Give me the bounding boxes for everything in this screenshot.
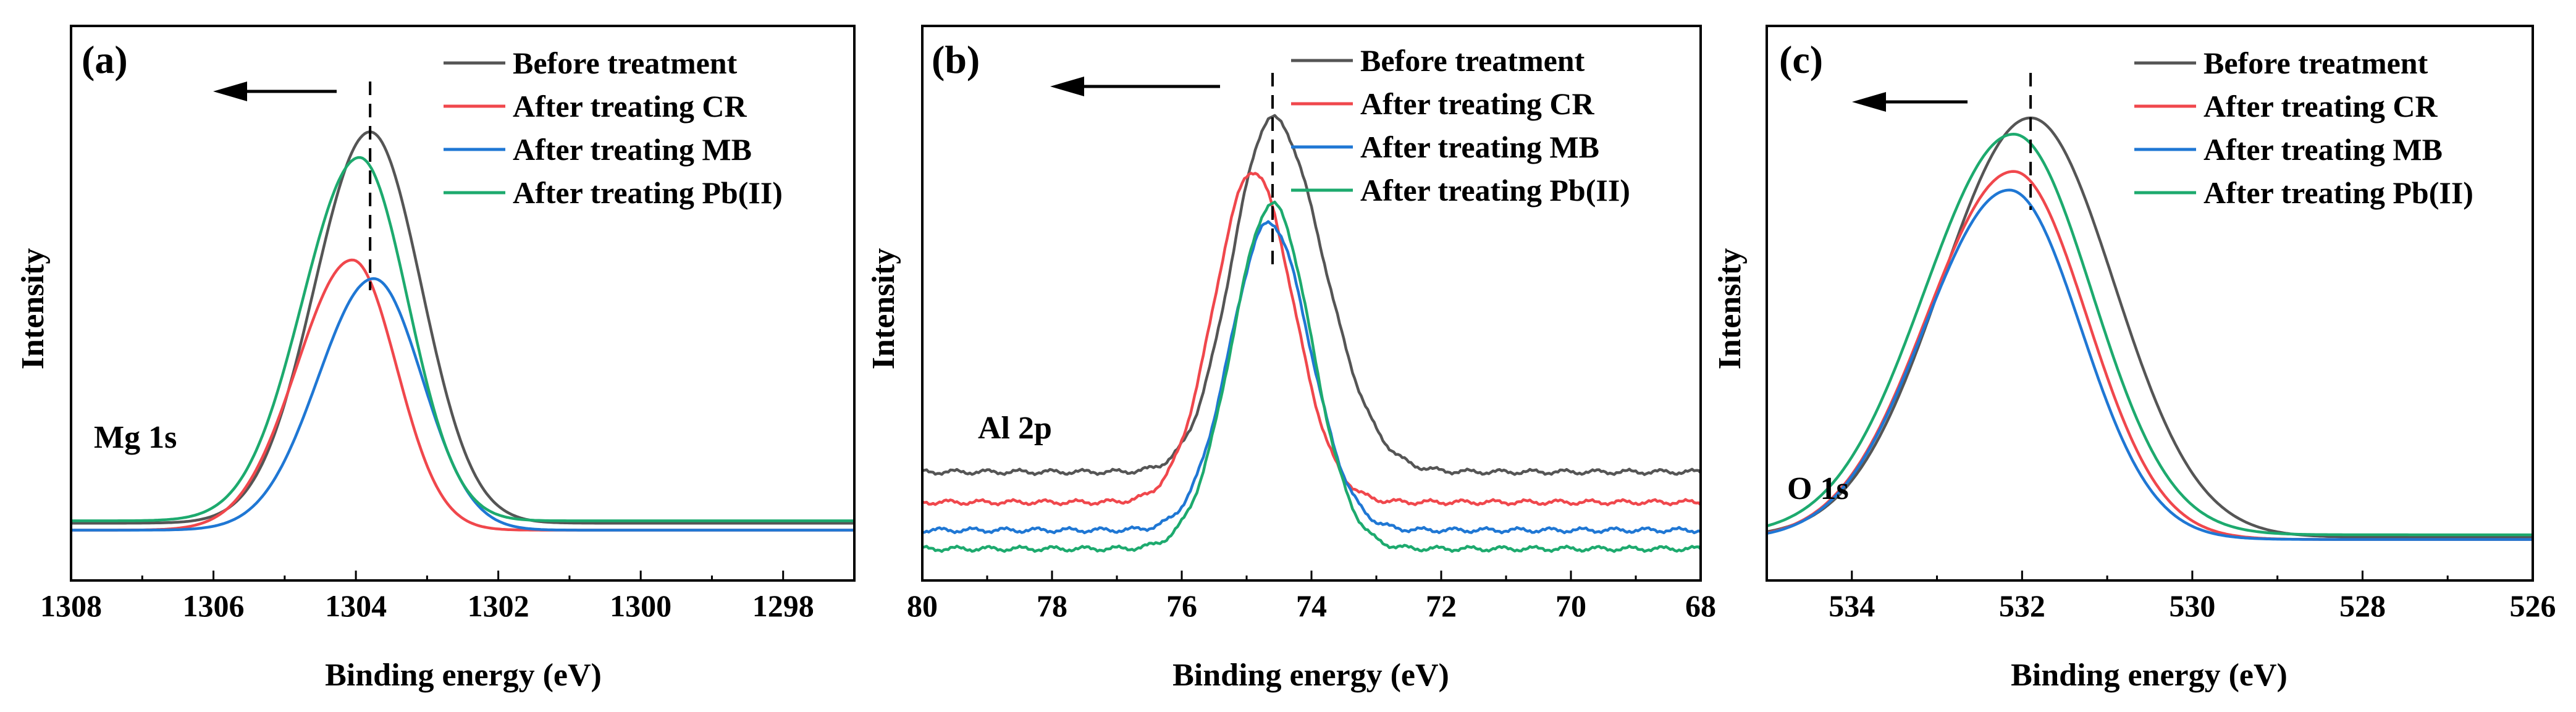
panel-c-series-after-treating-cr — [1766, 170, 2533, 541]
panel-a-xtick-label: 1300 — [610, 588, 671, 623]
panel-a-arrow-head — [213, 82, 247, 101]
panel-b-xtick-label: 80 — [907, 588, 938, 623]
panel-b-legend-label-after-treating-cr: After treating CR — [1360, 86, 1594, 121]
panel-a-frame — [70, 25, 856, 582]
panel-b-xtick-label: 78 — [1037, 588, 1067, 623]
panel-a-xtick-label: 1306 — [183, 588, 245, 623]
panel-c-series-after-treating-mb — [1766, 188, 2533, 541]
panel-a-legend-label-after-treating-pb-ii: After treating Pb(II) — [513, 175, 783, 210]
panel-a-xtick-label: 1298 — [752, 588, 814, 623]
panel-b-series-before-treatment — [922, 114, 1702, 476]
panel-a-legend-label-after-treating-cr: After treating CR — [513, 89, 747, 124]
panel-b-xtick-label: 72 — [1426, 588, 1457, 623]
panel-a-series-after-treating-cr — [71, 258, 854, 532]
panel-a-series-after-treating-pb-ii — [71, 156, 854, 522]
panel-b-legend: Before treatment After treating CR After t… — [1291, 43, 1630, 207]
panel-c-xlabel: Binding energy (eV) — [2011, 658, 2288, 693]
panel-b-xtick-label: 74 — [1296, 588, 1327, 623]
panel-b: Intensity Binding energy (eV) 80 78 76 74 72… — [866, 25, 1716, 693]
panel-a-shift-arrow — [213, 82, 337, 101]
panel-a-legend: Before treatment After treating CR After t… — [444, 46, 783, 210]
panel-c-legend-label-before-treatment: Before treatment — [2203, 46, 2428, 80]
panel-c-label: (c) — [1779, 38, 1823, 82]
panel-c-annotation: O 1s — [1787, 471, 1849, 506]
panel-c-legend-label-after-treating-mb: After treating MB — [2203, 132, 2443, 167]
panel-b-series-after-treating-cr — [922, 172, 1702, 506]
panel-c-frame — [1766, 25, 2534, 582]
panel-a-xtick-label: 1308 — [40, 588, 102, 623]
panel-b-series-after-treating-pb-ii — [922, 200, 1702, 553]
panel-c-xtick-label: 526 — [2510, 588, 2556, 623]
panel-a-label: (a) — [82, 38, 128, 82]
panel-b-plot: 80 78 76 74 72 70 68 — [907, 73, 1716, 623]
panel-c-xtick-label: 530 — [2169, 588, 2215, 623]
panel-a-series-after-treating-mb — [71, 277, 854, 532]
panel-b-legend-label-after-treating-pb-ii: After treating Pb(II) — [1360, 173, 1630, 207]
panel-b-shift-arrow — [1050, 77, 1220, 96]
panel-b-xlabel: Binding energy (eV) — [1172, 658, 1449, 693]
panel-c-arrow-head — [1852, 92, 1886, 112]
panel-c-xtick-label: 528 — [2339, 588, 2386, 623]
panel-b-label: (b) — [932, 38, 980, 82]
panel-a-legend-label-before-treatment: Before treatment — [513, 46, 738, 80]
panel-c-xtick-label: 534 — [1829, 588, 1875, 623]
panel-c-series-before-treatment — [1766, 116, 2533, 539]
panel-a-xtick-label: 1302 — [468, 588, 529, 623]
panel-c-ylabel: Intensity — [1712, 248, 1748, 369]
panel-a-xtick-label: 1304 — [325, 588, 387, 623]
panel-c-xtick-label: 532 — [1999, 588, 2045, 623]
panel-c-legend: Before treatment After treating CR After t… — [2134, 46, 2473, 210]
panel-c-shift-arrow — [1852, 92, 1968, 112]
panel-b-legend-label-before-treatment: Before treatment — [1360, 43, 1585, 78]
panel-a-plot: 1308 1306 1304 1302 1300 1298 — [40, 82, 856, 623]
panel-a-legend-label-after-treating-mb: After treating MB — [513, 132, 752, 167]
panel-c-series-after-treating-pb-ii — [1766, 133, 2533, 537]
panel-b-series-after-treating-mb — [922, 220, 1701, 535]
panel-b-ylabel: Intensity — [866, 248, 901, 369]
panel-c-plot: 534 532 530 528 526 — [1766, 73, 2556, 623]
panel-b-frame — [921, 25, 1702, 582]
panel-b-xtick-label: 70 — [1555, 588, 1586, 623]
panel-c-legend-label-after-treating-cr: After treating CR — [2203, 89, 2438, 124]
panel-a-series-before-treatment — [71, 130, 854, 525]
panel-b-annotation: Al 2p — [978, 411, 1052, 446]
panel-a-annotation: Mg 1s — [94, 420, 177, 455]
panel-a-xlabel: Binding energy (eV) — [325, 658, 602, 693]
panel-b-legend-label-after-treating-mb: After treating MB — [1360, 130, 1599, 164]
panel-b-xtick-label: 68 — [1685, 588, 1716, 623]
panel-c-legend-label-after-treating-pb-ii: After treating Pb(II) — [2203, 175, 2473, 210]
panel-b-arrow-head — [1050, 77, 1084, 96]
panel-a: Intensity Binding energy (eV) 1308 1306 13… — [15, 25, 856, 693]
panel-b-xtick-label: 76 — [1166, 588, 1197, 623]
panel-a-ylabel: Intensity — [15, 248, 51, 369]
panel-c: Intensity Binding energy (eV) 534 532 530 5… — [1712, 25, 2556, 693]
